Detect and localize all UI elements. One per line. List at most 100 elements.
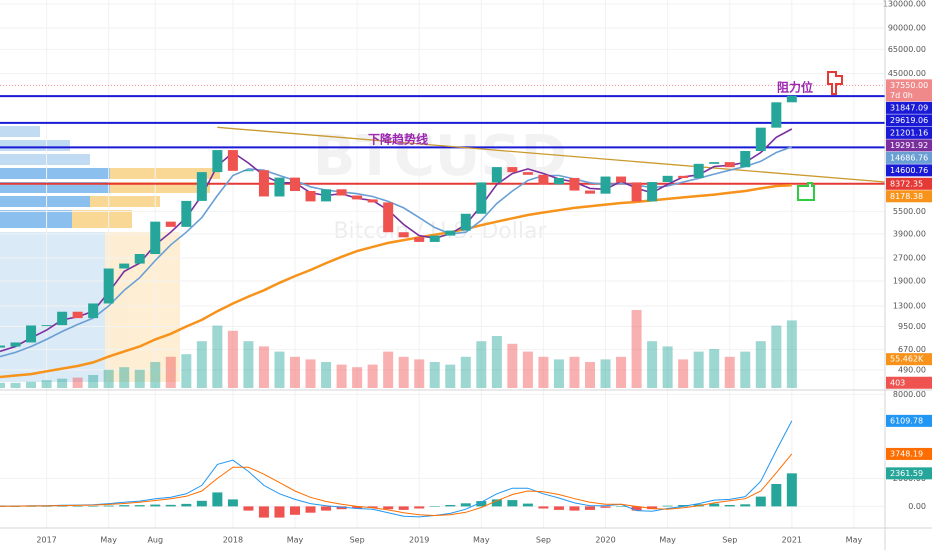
macd-histogram-bar: [771, 484, 782, 507]
candle: [631, 182, 642, 202]
candle: [181, 200, 192, 227]
y-tick-label: 90000.00: [888, 24, 926, 33]
candle: [429, 235, 440, 242]
volume-bar: [305, 359, 316, 388]
candle: [585, 190, 595, 194]
volume-bar: [10, 382, 21, 388]
macd-histogram-bar: [212, 492, 223, 507]
macd-histogram-bar: [460, 503, 471, 507]
macd-signal-line: [0, 453, 793, 517]
macd-histogram-bar: [678, 505, 689, 507]
price-tag-label: 14686.76: [890, 153, 928, 162]
macd-histogram-bar: [429, 506, 440, 507]
macd-histogram-bar: [196, 500, 207, 507]
moving-average: [0, 184, 792, 379]
macd-histogram-bar: [57, 506, 68, 507]
price-tag: [886, 190, 932, 203]
volume-bar: [243, 341, 254, 388]
macd-histogram-bar: [585, 506, 595, 510]
macd-histogram-bar: [600, 506, 611, 508]
volume-bar: [321, 362, 332, 388]
macd-histogram-bar: [227, 499, 238, 507]
volume-bar: [678, 359, 689, 388]
x-tick-label: May: [287, 536, 304, 545]
y-tick-label: 2700.00: [893, 254, 926, 263]
macd-histogram-bar: [553, 506, 564, 510]
candle: [290, 177, 300, 192]
y-tick-label: 3900.00: [893, 229, 926, 238]
volume-bar: [290, 356, 300, 388]
x-tick-label: 2017: [36, 536, 56, 545]
candle: [243, 170, 254, 172]
candle: [538, 174, 549, 185]
x-tick-label: 2019: [409, 536, 429, 545]
macd-histogram-bar: [165, 504, 176, 507]
macd-macd-line: [0, 420, 793, 518]
price-tag-label: 19291.92: [890, 141, 928, 150]
moving-average: [0, 146, 793, 358]
candle: [227, 150, 238, 171]
candle: [383, 202, 394, 233]
volume-bar: [631, 310, 642, 388]
volume-bar: [26, 381, 37, 388]
volume-bar: [616, 356, 627, 388]
volume-bar: [786, 320, 797, 388]
macd-histogram-bar: [647, 506, 658, 510]
candle: [88, 303, 99, 319]
price-tag-label: 403: [890, 378, 905, 387]
volume-bar: [740, 351, 751, 388]
macd-histogram-bar: [740, 504, 751, 507]
volume-bar: [724, 356, 735, 388]
candle: [119, 263, 130, 269]
profile-bar: [0, 196, 90, 207]
macd-histogram-bar: [336, 506, 347, 510]
volume-bar: [72, 377, 83, 388]
profile-bar: [0, 140, 70, 151]
candle: [10, 342, 21, 347]
x-tick-label: Aug: [147, 536, 163, 545]
candle: [491, 167, 502, 183]
macd-histogram-bar: [445, 505, 456, 507]
volume-bar: [460, 356, 471, 388]
volume-bar: [0, 382, 5, 388]
candle: [352, 195, 363, 200]
profile-bar: [0, 232, 105, 382]
price-tag-label: 21201.16: [890, 128, 928, 137]
candle: [367, 199, 378, 203]
volume-bar: [181, 354, 192, 388]
candle: [258, 170, 269, 197]
candle: [26, 325, 37, 343]
macd-histogram-bar: [398, 506, 409, 510]
macd-histogram-bar: [119, 505, 130, 507]
price-tag: [886, 164, 932, 177]
volume-bar: [755, 341, 766, 388]
volume-bar: [445, 364, 456, 388]
macd-histogram-bar: [367, 506, 378, 508]
volume-bar: [771, 325, 782, 388]
macd-histogram-bar: [88, 505, 99, 507]
macd-histogram-bar: [41, 506, 52, 507]
y-tick-label: 1900.00: [893, 277, 926, 286]
x-tick-label: 2018: [223, 536, 243, 545]
price-tag: [886, 177, 932, 190]
x-tick-label: May: [100, 536, 117, 545]
y-tick-label: 1300.00: [893, 301, 926, 310]
macd-tag: [886, 447, 932, 460]
macd-histogram-bar: [383, 506, 394, 510]
macd-tag-label: 3748.19: [890, 449, 923, 458]
candle: [786, 95, 797, 103]
macd-histogram-bar: [755, 496, 766, 507]
macd-histogram-bar: [724, 505, 735, 507]
volume-bar: [274, 351, 285, 388]
candle: [647, 182, 658, 202]
price-tag: [886, 126, 932, 139]
volume-bar: [709, 349, 720, 388]
macd-histogram-bar: [569, 506, 580, 511]
y-tick-label: 65000.00: [888, 45, 926, 54]
macd-tag-label: 2361.59: [890, 469, 923, 478]
macd-tag-label: 6109.78: [890, 416, 923, 425]
candle: [662, 175, 673, 183]
candle: [460, 213, 471, 231]
macd-histogram-bar: [522, 503, 533, 507]
volume-bar: [103, 369, 114, 388]
